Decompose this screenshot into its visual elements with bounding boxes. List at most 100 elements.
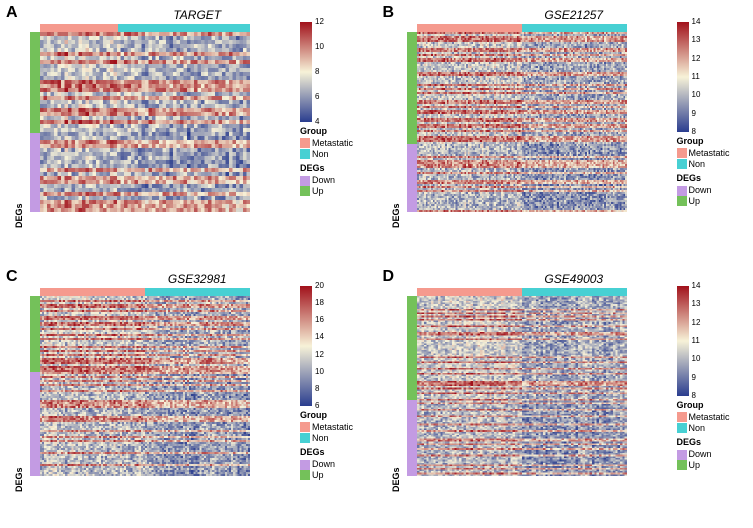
legend-group-title: Group xyxy=(300,126,353,137)
row-annotation xyxy=(30,32,40,212)
colorbar-tick: 8 xyxy=(692,127,696,137)
colorbar-tick: 18 xyxy=(315,298,324,308)
legend-swatch xyxy=(300,186,310,196)
legend-label: Up xyxy=(689,196,701,207)
column-annotation xyxy=(30,24,250,32)
legend-group: GroupMetastaticNon xyxy=(677,400,730,433)
colorbar-tick: 8 xyxy=(315,384,319,394)
legend-item: Up xyxy=(677,460,730,471)
legend-item: Down xyxy=(677,185,730,196)
panel-label: D xyxy=(383,268,395,286)
legend-swatch xyxy=(300,176,310,186)
legend-group: GroupMetastaticNon xyxy=(300,126,353,159)
degs-down-bar xyxy=(407,144,417,212)
panel-d: DGSE49003DEGs891011121314GroupMetastatic… xyxy=(377,264,753,528)
legend-item: Non xyxy=(300,149,353,160)
degs-down-bar xyxy=(30,372,40,476)
legend-swatch xyxy=(677,196,687,206)
group-metastatic-bar xyxy=(417,24,522,32)
panel-label: B xyxy=(383,4,395,22)
heatmap-canvas xyxy=(40,32,250,212)
legend-group-title: Group xyxy=(677,400,730,411)
colorbar-tick: 12 xyxy=(315,350,324,360)
colorbar-tick: 16 xyxy=(315,315,324,325)
legend-item: Metastatic xyxy=(677,148,730,159)
colorbar-tick: 14 xyxy=(315,333,324,343)
legend-label: Non xyxy=(312,149,329,160)
panel-label: C xyxy=(6,268,18,286)
row-annotation-label: DEGs xyxy=(391,203,401,228)
legend-degs-title: DEGs xyxy=(677,173,730,184)
legend-item: Up xyxy=(300,186,353,197)
legend-label: Up xyxy=(312,470,324,481)
colorbar-tick: 11 xyxy=(692,336,700,346)
legend-group: GroupMetastaticNon xyxy=(677,136,730,169)
colorbar-tick: 8 xyxy=(692,391,696,401)
legend-degs-title: DEGs xyxy=(677,437,730,448)
legend-swatch xyxy=(300,470,310,480)
legend-swatch xyxy=(677,450,687,460)
colorbar-tick: 10 xyxy=(315,42,324,52)
group-non-bar xyxy=(522,24,627,32)
colorbar-tick: 9 xyxy=(692,373,696,383)
legend-item: Metastatic xyxy=(300,138,353,149)
colorbar-tick: 6 xyxy=(315,92,319,102)
group-non-bar xyxy=(522,288,627,296)
row-annotation-label: DEGs xyxy=(14,203,24,228)
legend-label: Metastatic xyxy=(312,138,353,149)
legend-swatch xyxy=(677,412,687,422)
colorbar-tick: 11 xyxy=(692,72,700,82)
degs-up-bar xyxy=(407,32,417,144)
legend-degs: DEGsDownUp xyxy=(300,163,353,196)
row-annotation-label: DEGs xyxy=(391,467,401,492)
row-annotation xyxy=(30,296,40,476)
colorbar-tick: 13 xyxy=(692,300,701,310)
colorbar: 68101214161820 xyxy=(300,286,353,406)
legend-swatch xyxy=(300,433,310,443)
degs-down-bar xyxy=(407,400,417,476)
colorbar-tick: 10 xyxy=(315,367,324,377)
legend-label: Down xyxy=(689,449,712,460)
row-annotation xyxy=(407,296,417,476)
legend-group-title: Group xyxy=(677,136,730,147)
legend-item: Down xyxy=(300,459,353,470)
legend-group: GroupMetastaticNon xyxy=(300,410,353,443)
legend-item: Metastatic xyxy=(677,412,730,423)
heatmap-canvas xyxy=(40,296,250,476)
heatmap-canvas xyxy=(417,296,627,476)
column-annotation xyxy=(407,288,627,296)
panel-label: A xyxy=(6,4,18,22)
colorbar-tick: 9 xyxy=(692,109,696,119)
group-metastatic-bar xyxy=(40,24,118,32)
legend-group-title: Group xyxy=(300,410,353,421)
colorbar-tick: 12 xyxy=(692,318,701,328)
column-annotation xyxy=(407,24,627,32)
legend-degs: DEGsDownUp xyxy=(677,437,730,470)
legend-label: Non xyxy=(312,433,329,444)
legend: 68101214161820GroupMetastaticNonDEGsDown… xyxy=(300,286,353,485)
colorbar: 891011121314 xyxy=(677,286,730,396)
legend-swatch xyxy=(300,460,310,470)
colorbar-tick: 6 xyxy=(315,401,319,411)
colorbar-tick: 8 xyxy=(315,67,319,77)
legend-item: Down xyxy=(300,175,353,186)
legend-swatch xyxy=(300,138,310,148)
colorbar-tick: 14 xyxy=(692,17,701,27)
panel-b: BGSE21257DEGs891011121314GroupMetastatic… xyxy=(377,0,753,264)
legend-label: Metastatic xyxy=(689,148,730,159)
legend-item: Down xyxy=(677,449,730,460)
legend-degs-title: DEGs xyxy=(300,447,353,458)
legend-swatch xyxy=(677,148,687,158)
degs-up-bar xyxy=(30,296,40,372)
degs-down-bar xyxy=(30,133,40,212)
row-annotation-label: DEGs xyxy=(14,467,24,492)
legend-degs: DEGsDownUp xyxy=(300,447,353,480)
column-annotation xyxy=(30,288,250,296)
legend-label: Down xyxy=(312,175,335,186)
legend-label: Up xyxy=(312,186,324,197)
colorbar: 4681012 xyxy=(300,22,353,122)
legend-label: Non xyxy=(689,159,706,170)
colorbar: 891011121314 xyxy=(677,22,730,132)
colorbar-tick: 12 xyxy=(315,17,324,27)
colorbar-tick: 12 xyxy=(692,54,701,64)
